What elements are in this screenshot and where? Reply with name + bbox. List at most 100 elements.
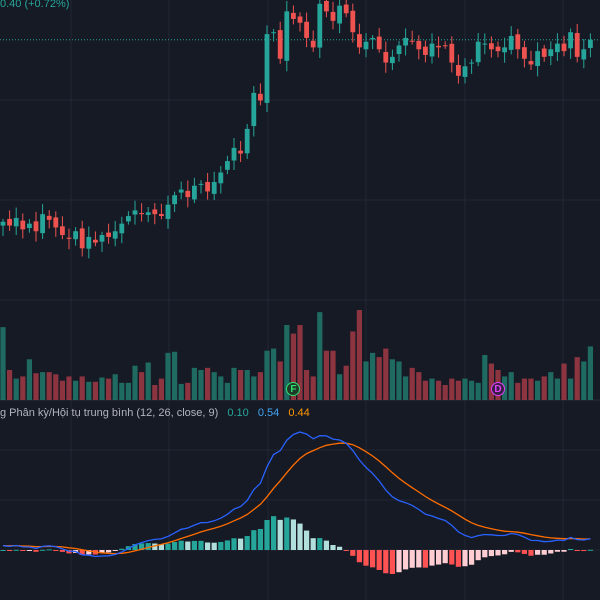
volume-bar xyxy=(508,372,514,400)
volume-bar xyxy=(106,378,112,400)
candle-body xyxy=(515,34,521,50)
volume-bar xyxy=(535,380,541,400)
candle-body xyxy=(126,216,131,222)
volume-bar xyxy=(554,378,560,400)
candle-body xyxy=(561,43,567,52)
macd-hist-bar xyxy=(132,544,138,550)
macd-hist-bar xyxy=(145,543,151,550)
volume-bar xyxy=(92,381,98,400)
candle-body xyxy=(541,48,547,57)
macd-hist-bar xyxy=(508,550,514,552)
macd-hist-bar xyxy=(238,538,244,550)
macd-hist-bar xyxy=(422,550,428,568)
candle-body xyxy=(304,21,309,38)
macd-hist-bar xyxy=(40,549,46,551)
candle-body xyxy=(205,181,210,192)
macd-hist-bar xyxy=(469,550,475,565)
macd-hist-bar xyxy=(264,520,270,550)
macd-hist-bar xyxy=(224,540,230,550)
volume-bar xyxy=(356,310,362,400)
macd-hist-bar xyxy=(370,550,376,568)
candle-body xyxy=(508,36,514,50)
candle-body xyxy=(555,43,560,53)
volume-bar xyxy=(264,350,270,400)
candle-body xyxy=(469,62,474,64)
macd-hist-bar xyxy=(502,550,508,555)
candle-body xyxy=(548,49,554,57)
candle-body xyxy=(79,228,85,249)
volume-bar xyxy=(297,325,303,400)
candle-body xyxy=(324,0,329,12)
candle-body xyxy=(409,40,415,42)
candle-body xyxy=(27,223,32,229)
volume-bar xyxy=(224,382,230,400)
volume-bar xyxy=(581,361,587,400)
macd-hist-bar xyxy=(317,538,323,550)
macd-hist-bar xyxy=(106,550,112,553)
macd-hist-bar xyxy=(462,550,468,567)
candle-body xyxy=(317,3,323,48)
volume-bar xyxy=(455,380,461,400)
volume-bar xyxy=(337,374,343,400)
macd-hist-bar xyxy=(350,550,356,556)
macd-hist-bar xyxy=(33,550,39,552)
volume-bar xyxy=(515,382,521,400)
macd-hist-bar xyxy=(86,550,92,555)
candle-body xyxy=(390,56,395,64)
macd-hist-bar xyxy=(574,550,580,551)
price-change-label: 0.40 (+0.72%) xyxy=(0,0,70,10)
event-marker-d[interactable]: D xyxy=(491,382,505,396)
volume-bar xyxy=(33,373,39,400)
macd-hist-bar xyxy=(568,548,574,550)
candle-body xyxy=(475,41,481,63)
macd-hist-bar xyxy=(7,550,13,551)
volume-bar xyxy=(238,370,244,400)
volume-bar xyxy=(363,361,369,400)
macd-hist-bar xyxy=(337,546,343,550)
macd-hist-bar xyxy=(290,519,296,550)
candle-body xyxy=(244,128,250,154)
volume-bar xyxy=(528,378,534,400)
candle-body xyxy=(403,37,408,46)
macd-hist-bar xyxy=(488,550,494,557)
volume-bar xyxy=(145,362,151,400)
volume-bar xyxy=(13,378,19,400)
macd-hist-bar xyxy=(112,550,118,551)
volume-bar xyxy=(191,367,197,400)
macd-legend[interactable]: g Phân kỳ/Hội tụ trung bình (12, 26, clo… xyxy=(0,407,316,419)
macd-hist-bar xyxy=(251,530,257,550)
candle-body xyxy=(357,34,362,48)
macd-line-value: 0.10 xyxy=(227,407,249,419)
volume-bar xyxy=(376,357,382,400)
macd-hist-bar xyxy=(158,544,164,550)
candle-body xyxy=(383,51,389,63)
macd-hist-bar xyxy=(482,550,488,558)
volume-bar xyxy=(79,376,85,400)
candle-body xyxy=(132,210,138,215)
volume-bar xyxy=(587,346,593,400)
macd-hist-bar xyxy=(152,543,158,550)
event-marker-f[interactable]: F xyxy=(286,382,301,396)
candle-body xyxy=(251,92,257,127)
candle-body xyxy=(106,232,111,237)
macd-hist-bar xyxy=(172,542,178,550)
volume-bar xyxy=(521,378,527,400)
volume-bar xyxy=(53,374,59,400)
volume-bar xyxy=(277,361,283,400)
volume-bar xyxy=(403,376,409,400)
macd-hist-bar xyxy=(554,550,560,552)
candle-body xyxy=(482,43,488,45)
candle-body xyxy=(310,40,316,48)
macd-hist-bar xyxy=(323,540,329,550)
macd-hist-bar xyxy=(271,516,277,550)
macd-hist-bar xyxy=(409,550,415,568)
volume-bar xyxy=(488,363,494,400)
macd-hist-bar xyxy=(284,517,290,550)
volume-bar xyxy=(548,372,554,400)
candle-body xyxy=(238,150,243,154)
volume-bar xyxy=(46,372,52,400)
candle-body xyxy=(376,36,382,50)
macd-hist-bar xyxy=(587,549,593,551)
candle-body xyxy=(363,41,369,50)
